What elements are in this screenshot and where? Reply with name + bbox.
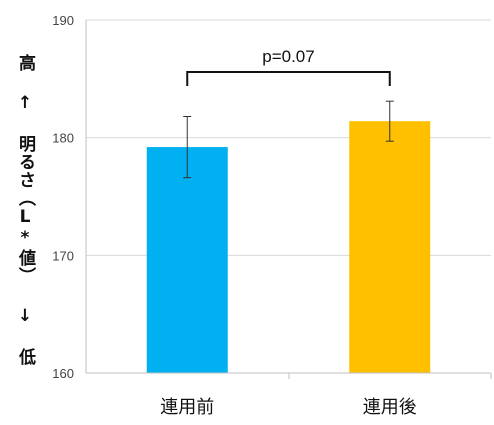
bars: [146, 121, 431, 374]
y-tick-labels: 160 170 180 190: [52, 13, 74, 381]
category-label: 連用後: [363, 397, 417, 418]
y-tick-label: 180: [52, 131, 74, 146]
y-tick-label: 170: [52, 248, 74, 263]
category-label: 連用前: [160, 397, 214, 418]
category-labels: 連用前 連用後: [160, 397, 417, 418]
y-axis-label: 高 ↑ 明るさ（L*値） ↓ 低: [15, 54, 35, 366]
significance-bracket-line: [186, 71, 391, 86]
bar: [146, 147, 228, 373]
y-tick-label: 190: [52, 13, 74, 28]
y-tick-label: 160: [52, 366, 74, 381]
significance-label: p=0.07: [262, 47, 314, 66]
error-bars: [183, 100, 394, 179]
significance-bracket: p=0.07: [186, 47, 391, 86]
bar: [349, 121, 431, 374]
axes: [85, 20, 492, 379]
